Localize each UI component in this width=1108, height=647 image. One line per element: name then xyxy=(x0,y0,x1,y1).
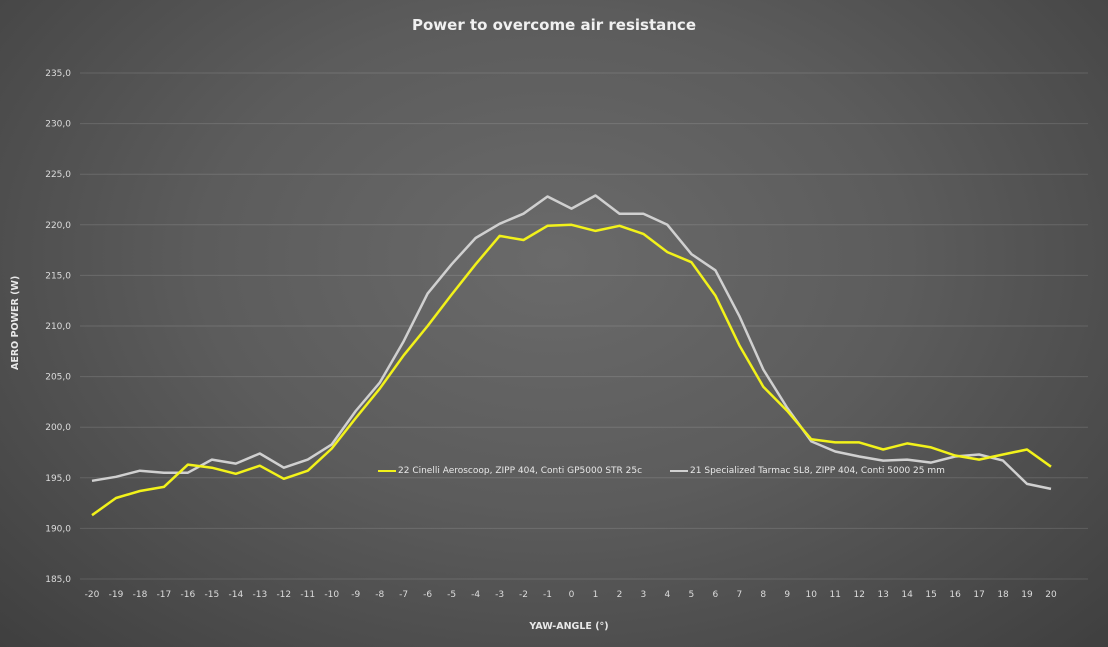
svg-text:190,0: 190,0 xyxy=(45,524,71,534)
gridlines xyxy=(80,72,1088,580)
svg-text:-2: -2 xyxy=(519,590,528,600)
svg-text:-5: -5 xyxy=(447,590,456,600)
series-lines xyxy=(91,194,1052,517)
svg-text:-18: -18 xyxy=(133,590,148,600)
legend-label: 21 Specialized Tarmac SL8, ZIPP 404, Con… xyxy=(690,466,945,476)
svg-text:8: 8 xyxy=(760,590,766,600)
svg-text:-3: -3 xyxy=(495,590,504,600)
svg-text:215,0: 215,0 xyxy=(45,271,71,281)
svg-text:-4: -4 xyxy=(471,590,480,600)
svg-text:6: 6 xyxy=(712,590,718,600)
svg-text:-17: -17 xyxy=(157,590,172,600)
chart-title: Power to overcome air resistance xyxy=(411,16,696,34)
svg-text:220,0: 220,0 xyxy=(45,221,71,231)
svg-text:205,0: 205,0 xyxy=(45,373,71,383)
y-axis-label: AERO POWER (W) xyxy=(10,275,21,370)
svg-text:12: 12 xyxy=(853,590,864,600)
svg-text:-20: -20 xyxy=(85,590,100,600)
series-line-cinelli xyxy=(91,223,1052,517)
y-axis-ticks: 185,0 190,0 195,0 200,0 205,0 210,0 215,0 220,0… xyxy=(45,69,71,585)
svg-text:19: 19 xyxy=(1021,590,1033,600)
svg-text:18: 18 xyxy=(997,590,1009,600)
svg-text:-9: -9 xyxy=(351,590,360,600)
legend-item-series-1: 22 Cinelli Aeroscoop, ZIPP 404, Conti GP… xyxy=(378,466,642,476)
svg-text:14: 14 xyxy=(901,590,913,600)
legend: 22 Cinelli Aeroscoop, ZIPP 404, Conti GP… xyxy=(378,466,945,476)
svg-text:16: 16 xyxy=(949,590,961,600)
legend-item-series-2: 21 Specialized Tarmac SL8, ZIPP 404, Con… xyxy=(670,466,945,476)
legend-swatch-grey xyxy=(670,469,689,473)
svg-text:200,0: 200,0 xyxy=(45,423,71,433)
svg-text:4: 4 xyxy=(665,590,671,600)
svg-text:5: 5 xyxy=(689,590,695,600)
svg-text:230,0: 230,0 xyxy=(45,120,71,130)
svg-text:15: 15 xyxy=(925,590,936,600)
svg-text:17: 17 xyxy=(973,590,984,600)
x-axis-label: YAW-ANGLE (°) xyxy=(529,621,609,632)
x-axis-ticks: -20 -19 -18 -17 -16 -15 -14 -13 -12 -11 -10 -9 -8 -7-… xyxy=(85,590,1057,600)
svg-text:-7: -7 xyxy=(399,590,408,600)
svg-text:195,0: 195,0 xyxy=(45,474,71,484)
svg-text:1: 1 xyxy=(593,590,599,600)
svg-text:0: 0 xyxy=(569,590,575,600)
svg-text:-11: -11 xyxy=(300,590,315,600)
svg-text:-13: -13 xyxy=(252,590,267,600)
svg-text:20: 20 xyxy=(1045,590,1057,600)
svg-text:-19: -19 xyxy=(109,590,124,600)
svg-text:3: 3 xyxy=(641,590,647,600)
svg-text:-14: -14 xyxy=(228,590,243,600)
svg-text:-15: -15 xyxy=(205,590,220,600)
svg-text:-8: -8 xyxy=(375,590,384,600)
series-line-specialized xyxy=(91,194,1052,491)
svg-text:185,0: 185,0 xyxy=(45,575,71,585)
svg-text:-10: -10 xyxy=(324,590,339,600)
svg-text:225,0: 225,0 xyxy=(45,170,71,180)
svg-text:10: 10 xyxy=(806,590,818,600)
svg-text:-12: -12 xyxy=(276,590,291,600)
svg-text:7: 7 xyxy=(736,590,742,600)
svg-text:2: 2 xyxy=(617,590,623,600)
svg-text:235,0: 235,0 xyxy=(45,69,71,79)
svg-text:9: 9 xyxy=(784,590,790,600)
legend-label: 22 Cinelli Aeroscoop, ZIPP 404, Conti GP… xyxy=(398,466,643,476)
svg-text:-1: -1 xyxy=(543,590,552,600)
svg-text:-6: -6 xyxy=(423,590,432,600)
svg-text:-16: -16 xyxy=(181,590,196,600)
svg-text:210,0: 210,0 xyxy=(45,322,71,332)
legend-swatch-yellow xyxy=(378,469,396,473)
svg-text:13: 13 xyxy=(877,590,888,600)
svg-text:11: 11 xyxy=(829,590,840,600)
